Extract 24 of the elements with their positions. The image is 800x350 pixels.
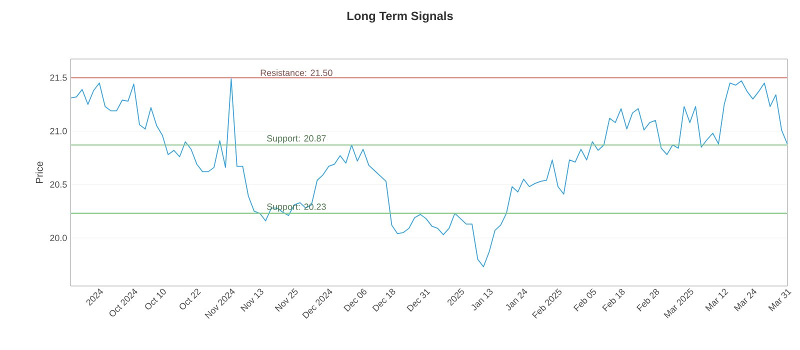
x-tick-label: Nov 25 bbox=[274, 288, 298, 312]
y-tick-label: 21.5 bbox=[50, 74, 67, 81]
y-axis-title: Price bbox=[36, 162, 43, 184]
x-tick-label: Feb 18 bbox=[602, 288, 625, 312]
chart-title: Long Term Signals bbox=[347, 11, 453, 23]
x-tick-label: Dec 18 bbox=[372, 288, 396, 312]
ref-line-label: Support: 20.87 bbox=[267, 135, 326, 144]
x-tick-label: Jan 24 bbox=[506, 288, 528, 310]
ref-line-label: Resistance: 21.50 bbox=[260, 69, 332, 76]
x-tick-label: Dec 06 bbox=[344, 288, 366, 312]
x-tick-label: Feb 05 bbox=[573, 288, 596, 312]
x-tick-label: Oct 10 bbox=[145, 288, 166, 310]
x-tick-label: Feb 28 bbox=[636, 288, 660, 312]
line-series bbox=[70, 78, 788, 268]
x-tick-label: Mar 24 bbox=[734, 288, 757, 312]
x-tick-label: Mar 31 bbox=[768, 289, 792, 312]
y-tick-label: 20.5 bbox=[50, 181, 67, 188]
x-tick-label: Jan 13 bbox=[472, 288, 493, 310]
x-tick-label: Oct 22 bbox=[180, 288, 201, 310]
y-tick-label: 20.0 bbox=[50, 234, 67, 242]
x-tick-label: Dec 31 bbox=[406, 289, 430, 312]
x-tick-label: Nov 13 bbox=[240, 288, 264, 312]
x-tick-label: Mar 12 bbox=[705, 288, 728, 312]
y-tick-label: 21.0 bbox=[50, 128, 67, 134]
